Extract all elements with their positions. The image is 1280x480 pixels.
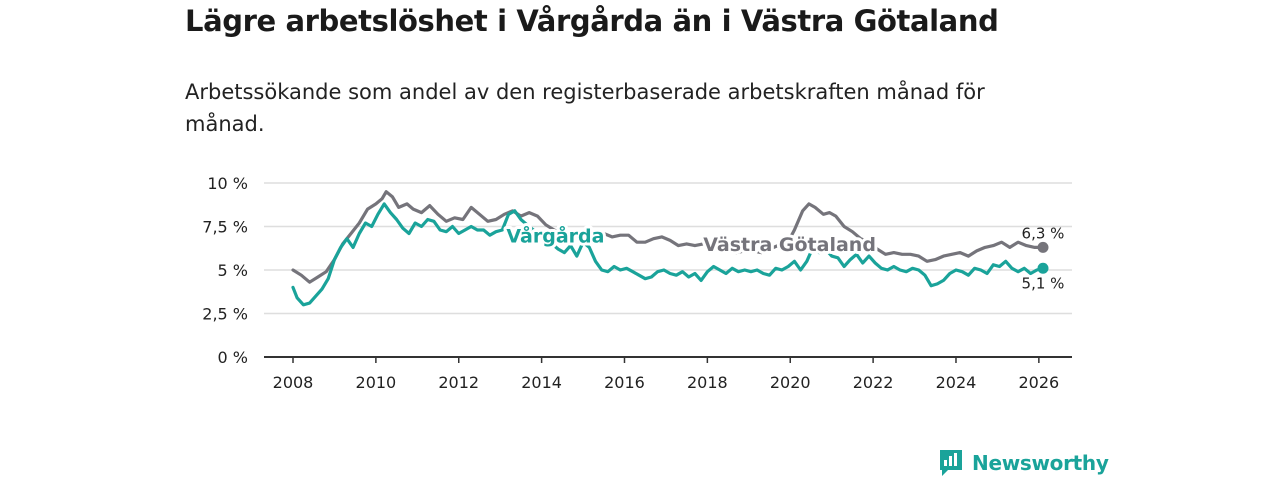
series-label-vastra-gotaland: Västra Götaland [703,234,876,256]
gridlines [264,182,1072,315]
x-tick-label: 2016 [604,373,645,392]
end-point-vastra-gotaland [1037,241,1049,253]
brand-logo: Newsworthy [938,448,1109,478]
x-tick-label: 2012 [438,373,479,392]
x-tick-label: 2014 [521,373,562,392]
x-tick-label: 2008 [273,373,314,392]
chart-subtitle: Arbetssökande som andel av den registerb… [185,80,985,136]
y-tick-label: 5 % [218,261,248,280]
y-tick-label: 2,5 % [202,305,248,324]
y-tick-label: 0 % [218,348,248,367]
x-tick-label: 2026 [1018,373,1059,392]
series-label-vargarda: Vårgårda [506,223,604,247]
end-label-vargarda: 5,1 % [1022,274,1065,292]
x-axis: 2008 2010 2012 2014 2016 2018 2020 2022 2024 2026 [264,356,1072,392]
series-line-vargarda [291,202,1045,307]
y-axis: 0 % 2,5 % 5 % 7,5 % 10 % [202,174,248,367]
series-label-vastra-gotaland-halo: Västra Götaland [703,234,876,256]
x-tick-label: 2018 [687,373,728,392]
newsworthy-logo-icon [940,450,962,476]
series-line-vastra-gotaland [291,190,1045,284]
chart-title: Lägre arbetslöshet i Vårgårda än i Västr… [185,4,999,38]
x-tick-label: 2024 [936,373,977,392]
brand-name: Newsworthy [972,451,1109,475]
series-label-vargarda-halo: Vårgårda [506,223,604,247]
end-point-vargarda [1037,262,1049,274]
y-tick-label: 10 % [207,174,248,193]
x-tick-label: 2020 [770,373,811,392]
end-label-vastra-gotaland: 6,3 % [1022,224,1065,242]
series-group [291,190,1049,307]
x-tick-label: 2022 [853,373,894,392]
y-tick-label: 7,5 % [202,218,248,237]
x-tick-label: 2010 [356,373,397,392]
